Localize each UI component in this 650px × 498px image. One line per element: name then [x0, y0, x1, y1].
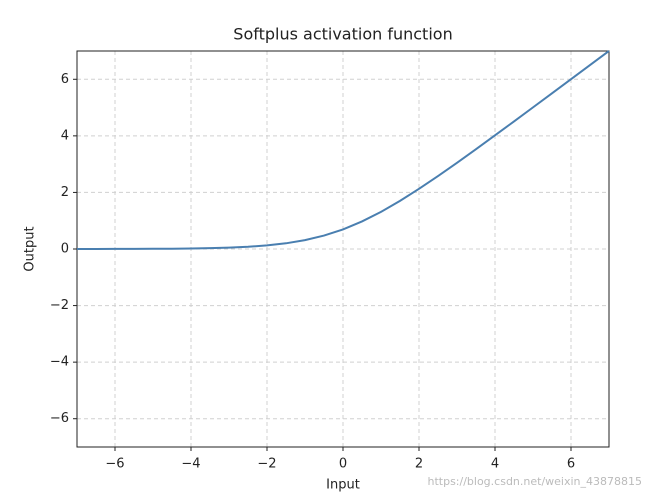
x-tick-label: 6 [567, 457, 575, 472]
watermark: https://blog.csdn.net/weixin_43878815 [427, 475, 642, 488]
x-tick-label: 2 [415, 457, 423, 472]
x-axis-label: Input [326, 478, 360, 493]
x-tick-label: −6 [105, 457, 124, 472]
chart-title: Softplus activation function [233, 25, 452, 44]
y-tick-label: 2 [61, 185, 69, 200]
x-tick-label: 0 [339, 457, 347, 472]
x-tick-label: −2 [257, 457, 276, 472]
line-series [76, 50, 610, 250]
y-axis-label: Output [23, 226, 38, 271]
y-tick-label: −2 [50, 298, 69, 313]
y-tick-label: −4 [50, 355, 69, 370]
x-tick-label: −4 [181, 457, 200, 472]
x-tick-label: 4 [491, 457, 499, 472]
y-tick-label: 0 [61, 242, 69, 257]
y-tick-label: 4 [61, 128, 69, 143]
plot-frame [76, 50, 610, 448]
y-tick-label: −6 [50, 411, 69, 426]
y-tick-label: 6 [61, 72, 69, 87]
